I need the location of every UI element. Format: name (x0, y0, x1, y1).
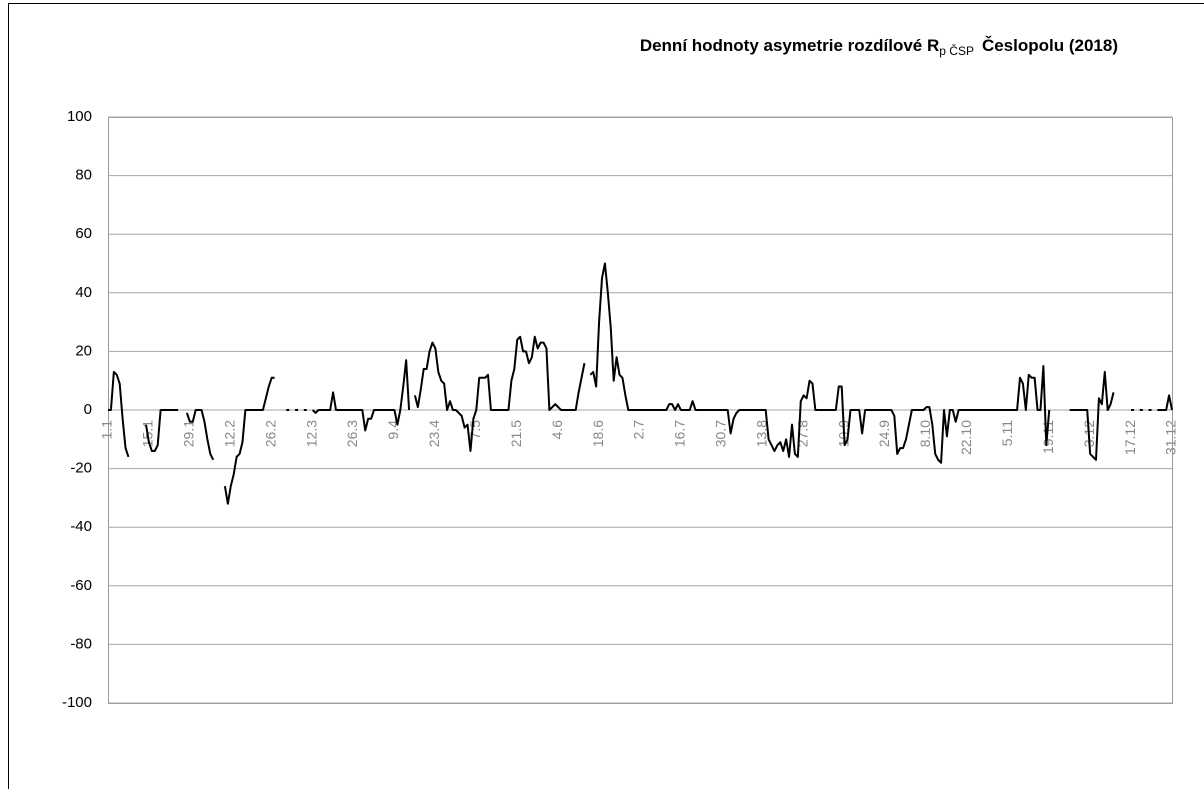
x-tick-label: 13.8 (753, 420, 769, 447)
chart-title: Denní hodnoty asymetrie rozdílové Rp ČSP… (640, 36, 1118, 58)
x-tick-label: 18.6 (590, 420, 606, 447)
x-tick-label: 22.10 (958, 420, 974, 455)
x-tick-label: 12.2 (221, 420, 237, 447)
y-tick-label: 100 (67, 108, 92, 125)
data-line (108, 262, 1173, 505)
x-tick-label: 4.6 (549, 420, 565, 440)
y-tick-label: -20 (70, 460, 92, 477)
x-tick-label: 1.1 (99, 420, 115, 440)
x-tick-label: 24.9 (876, 420, 892, 447)
x-tick-label: 2.7 (631, 420, 647, 440)
y-tick-label: 0 (84, 401, 92, 418)
marks (108, 262, 1173, 505)
x-tick-label: 12.3 (303, 420, 319, 447)
y-tick-label: 60 (75, 225, 92, 242)
y-tick-label: 80 (75, 167, 92, 184)
x-tick-label: 21.5 (508, 420, 524, 447)
x-tick-label: 29.1 (181, 420, 197, 447)
y-tick-label: 40 (75, 284, 92, 301)
title-subscript: p ČSP (939, 43, 974, 58)
x-tick-label: 17.12 (1122, 420, 1138, 455)
x-tick-label: 16.7 (672, 420, 688, 447)
y-tick-label: -80 (70, 635, 92, 652)
y-tick-label: -60 (70, 577, 92, 594)
y-tick-label: 20 (75, 342, 92, 359)
x-tick-label: 27.8 (794, 420, 810, 447)
y-tick-label: -100 (62, 694, 92, 711)
title-main: Denní hodnoty asymetrie rozdílové R (640, 36, 939, 55)
x-tick-label: 30.7 (713, 420, 729, 447)
title-end: Česlopolu (2018) (982, 36, 1118, 55)
x-tick-label: 8.10 (917, 420, 933, 447)
x-tick-label: 26.2 (262, 420, 278, 447)
x-tick-label: 31.12 (1163, 420, 1179, 455)
x-tick-label: 23.4 (426, 420, 442, 447)
y-tick-label: -40 (70, 518, 92, 535)
x-tick-label: 26.3 (344, 420, 360, 447)
x-tick-label: 5.11 (999, 420, 1015, 446)
